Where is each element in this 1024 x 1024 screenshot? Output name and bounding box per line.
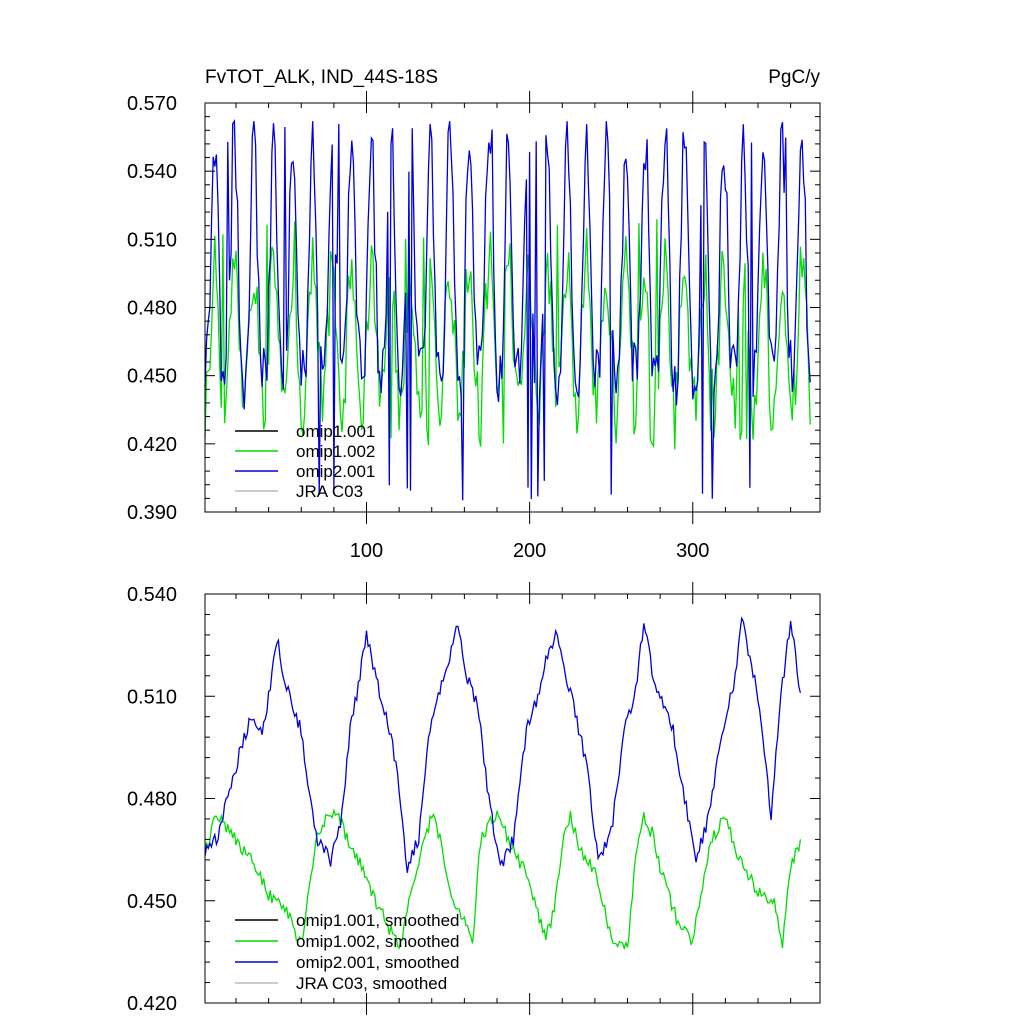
bottom-panel-ticks bbox=[205, 582, 820, 1015]
legend-label-jra-c03: JRA C03 bbox=[296, 482, 363, 501]
series-line-omip2-001-smoothed bbox=[204, 616, 802, 873]
y-tick-label: 0.390 bbox=[127, 502, 177, 524]
y-tick-label: 0.420 bbox=[127, 434, 177, 456]
y-tick-label: 0.510 bbox=[127, 686, 177, 708]
chart-title: FvTOT_ALK, IND_44S-18S bbox=[205, 67, 438, 88]
x-tick-label: 100 bbox=[350, 540, 383, 562]
legend-label-omip1-002-smoothed: omip1.002, smoothed bbox=[296, 932, 460, 951]
top-panel: 0.390 0.420 0.450 0.480 0.510 0.540 0.570 100 2… bbox=[127, 91, 821, 562]
y-tick-label: 0.450 bbox=[127, 366, 177, 388]
series-line-omip1-002 bbox=[204, 219, 811, 450]
x-tick-label: 300 bbox=[676, 540, 709, 562]
legend-label-omip1-001: omip1.001 bbox=[296, 422, 375, 441]
top-panel-series bbox=[204, 119, 811, 501]
y-tick-label: 0.480 bbox=[127, 789, 177, 811]
y-tick-label: 0.480 bbox=[127, 298, 177, 320]
legend-label-omip2-001: omip2.001 bbox=[296, 462, 375, 481]
top-panel-ticks bbox=[205, 91, 820, 524]
series-line-omip2-001 bbox=[204, 119, 811, 501]
bottom-panel-y-tick-labels: 0.420 0.450 0.480 0.510 0.540 bbox=[127, 584, 177, 1015]
y-tick-label: 0.450 bbox=[127, 891, 177, 913]
y-tick-label: 0.540 bbox=[127, 161, 177, 183]
legend-label-omip2-001-smoothed: omip2.001, smoothed bbox=[296, 953, 460, 972]
legend-label-jra-c03-smoothed: JRA C03, smoothed bbox=[296, 974, 447, 993]
series-line-omip1-002-smoothed bbox=[204, 808, 802, 951]
top-panel-x-tick-labels: 100 200 300 bbox=[350, 540, 710, 562]
legend-label-omip1-001-smoothed: omip1.001, smoothed bbox=[296, 911, 460, 930]
x-tick-label: 200 bbox=[513, 540, 546, 562]
y-tick-label: 0.420 bbox=[127, 993, 177, 1015]
bottom-panel-legend: omip1.001, smoothed omip1.002, smoothed … bbox=[235, 911, 460, 993]
y-tick-label: 0.540 bbox=[127, 584, 177, 606]
bottom-panel-series bbox=[204, 616, 802, 951]
y-tick-label: 0.510 bbox=[127, 229, 177, 251]
top-panel-legend: omip1.001 omip1.002 omip2.001 JRA C03 bbox=[235, 422, 375, 501]
units-label: PgC/y bbox=[768, 67, 820, 88]
legend-label-omip1-002: omip1.002 bbox=[296, 442, 375, 461]
bottom-panel: 0.420 0.450 0.480 0.510 0.540 omip1.001, smo… bbox=[127, 582, 821, 1015]
top-panel-y-tick-labels: 0.390 0.420 0.450 0.480 0.510 0.540 0.570 bbox=[127, 93, 177, 524]
y-tick-label: 0.570 bbox=[127, 93, 177, 115]
